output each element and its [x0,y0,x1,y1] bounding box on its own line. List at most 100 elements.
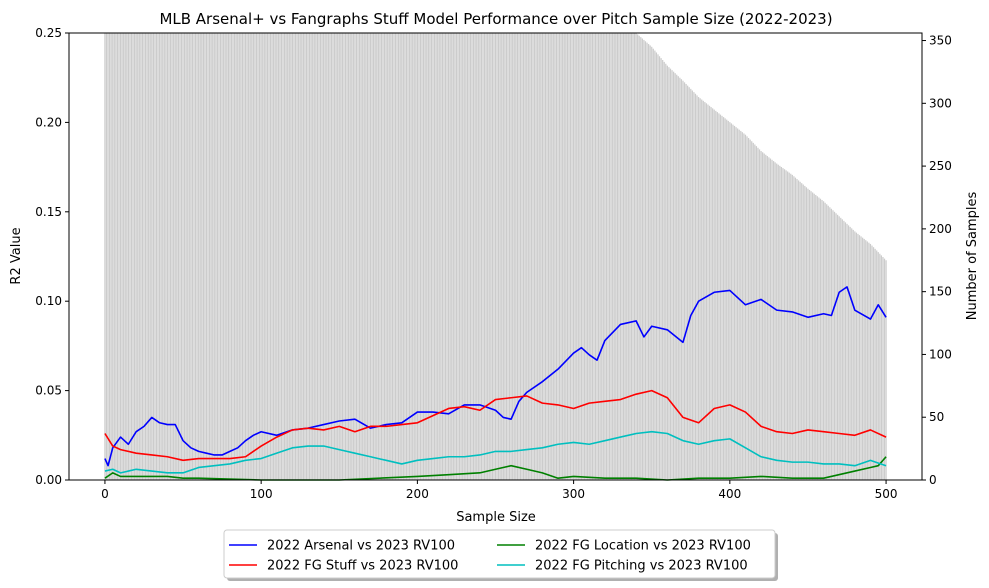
x-tick-label: 400 [718,487,741,501]
sample-bar [840,217,842,480]
sample-bar [412,33,414,480]
sample-bar [858,235,861,480]
sample-bar [577,33,579,480]
x-tick-label: 200 [406,487,429,501]
sample-bar [501,33,503,480]
sample-bar [732,124,734,480]
sample-bar [580,33,583,480]
sample-bar [793,176,795,480]
sample-bar [729,122,731,481]
sample-bar [433,33,436,480]
sample-bar [874,248,876,480]
sample-bar [407,33,409,480]
y2-tick-label: 300 [929,96,952,110]
sample-bar [460,33,462,480]
sample-bar [319,33,322,480]
sample-bar [707,104,709,480]
sample-bar [296,33,298,480]
sample-bar [523,33,525,480]
sample-bar [818,197,820,481]
y-axis-ticks: 0.00 0.05 0.10 0.15 0.20 0.25 [35,26,69,487]
sample-bar [437,33,439,480]
sample-bar [448,33,450,480]
sample-bar [265,33,267,480]
sample-bar [835,213,837,480]
sample-bar [310,33,312,480]
sample-bar [596,33,598,480]
sample-bar [691,90,693,480]
sample-bar [751,141,753,481]
sample-bar [662,60,664,480]
sample-bar [213,33,215,480]
sample-bar [810,191,812,480]
sample-bar [655,52,658,481]
sample-bar [273,33,275,480]
sample-bar [262,33,264,480]
y2-tick-label: 150 [929,285,952,299]
sample-bar [335,33,337,480]
sample-bar [807,188,809,480]
sample-bar [619,33,622,480]
sample-bar [308,33,311,480]
sample-bar [246,33,248,480]
sample-bar [671,70,673,481]
sample-bar [654,50,656,480]
sample-bar [330,33,333,480]
sample-bar [587,33,589,480]
sample-bar [474,33,476,480]
legend-label: 2022 FG Location vs 2023 RV100 [535,539,751,554]
sample-bar [190,33,192,480]
sample-bar [454,33,456,480]
sample-bar [218,33,220,480]
sample-bar [651,46,653,481]
sample-bar [398,33,400,480]
sample-bar [291,33,294,480]
sample-bar [157,33,159,480]
sample-bar [604,33,606,480]
sample-bar [232,33,234,480]
sample-bar [257,33,259,480]
legend-label: 2022 Arsenal vs 2023 RV100 [267,539,455,554]
sample-bar [287,33,289,480]
sample-bar [402,33,404,480]
sample-bar [876,250,878,480]
sample-bar [790,173,792,480]
series-line [104,286,887,467]
sample-bar [676,74,678,480]
sample-bar [774,162,776,480]
sample-bar [708,105,711,480]
sample-bar [463,33,465,480]
sample-bar [465,33,467,480]
sample-bar [283,33,286,480]
sample-bar [490,33,492,480]
sample-bar [476,33,478,480]
sample-bar [682,80,684,481]
sample-bar [369,33,372,480]
sample-bar [152,33,154,480]
sample-bar [494,33,497,480]
sample-bar [337,33,339,480]
sample-bar [518,33,520,480]
sample-bar [216,33,219,480]
sample-bar [782,168,784,480]
sample-bar [632,33,634,480]
sample-count-bars [104,33,887,481]
sample-bar [755,146,758,480]
sample-bar [588,33,590,480]
sample-bar [660,58,662,481]
sample-bar [510,33,512,480]
sample-bar [813,193,815,480]
sample-bar [779,165,781,480]
sample-bar [488,33,490,480]
sample-bar [594,33,597,480]
sample-bar [613,33,615,480]
sample-bar [129,33,131,480]
sample-bar [857,233,859,480]
sample-bar [191,33,194,480]
sample-bar [277,33,279,480]
sample-bar [846,223,848,480]
sample-bar [413,33,415,480]
sample-bar [537,33,539,480]
sample-bar [285,33,287,480]
